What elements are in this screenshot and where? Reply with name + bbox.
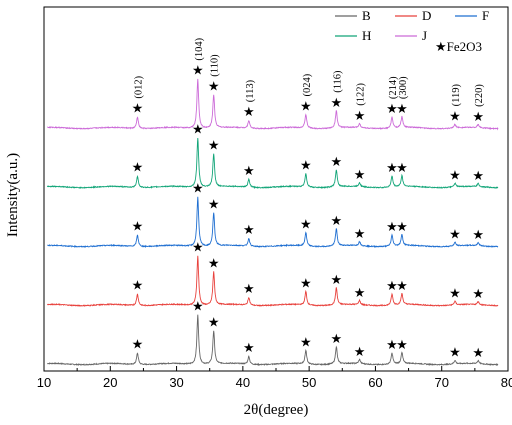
legend-label-B: B — [362, 8, 371, 23]
series-line-H — [46, 137, 499, 190]
fe2o3-star-icon: ★ — [449, 286, 461, 301]
series-line-J — [47, 78, 499, 131]
x-tick-label: 70 — [434, 375, 448, 390]
fe2o3-star-icon: ★ — [472, 287, 484, 302]
x-tick-label: 80 — [501, 375, 512, 390]
fe2o3-star-icon: ★ — [300, 335, 312, 350]
fe2o3-star-icon: ★ — [192, 241, 204, 256]
fe2o3-star-icon: ★ — [449, 227, 461, 242]
fe2o3-star-icon: ★ — [330, 214, 342, 229]
y-axis-title: Intensity(a.u.) — [5, 153, 21, 237]
fe2o3-star-icon: ★ — [300, 217, 312, 232]
fe2o3-star-icon: ★ — [386, 220, 398, 235]
plot-frame — [43, 6, 509, 372]
fe2o3-star-icon: ★ — [192, 64, 204, 79]
fe2o3-star-icon: ★ — [396, 220, 408, 235]
fe2o3-star-icon: ★ — [300, 99, 312, 114]
x-tick-label: 50 — [302, 375, 316, 390]
fe2o3-star-icon: ★ — [396, 161, 408, 176]
legend-label-H: H — [362, 28, 371, 43]
fe2o3-star-icon: ★ — [330, 273, 342, 288]
series-layer — [46, 78, 499, 367]
fe2o3-star-icon: ★ — [132, 220, 144, 235]
fe2o3-star-icon: ★ — [396, 338, 408, 353]
fe2o3-star-icon: ★ — [396, 279, 408, 294]
hkl-label: (110) — [210, 54, 221, 77]
fe2o3-star-icon: ★ — [396, 102, 408, 117]
fe2o3-star-icon: ★ — [330, 332, 342, 347]
hkl-label: (024) — [302, 73, 313, 96]
fe2o3-star-icon: ★ — [208, 198, 220, 213]
x-axis-title: 2θ(degree) — [244, 402, 309, 418]
x-tick-label: 10 — [37, 375, 51, 390]
x-tick-label: 20 — [103, 375, 117, 390]
fe2o3-star-icon: ★ — [300, 158, 312, 173]
fe2o3-star-icon: ★ — [354, 109, 366, 124]
fe2o3-star-icon: ★ — [449, 345, 461, 360]
hkl-label: (119) — [451, 84, 462, 107]
fe2o3-star-icon: ★ — [472, 169, 484, 184]
fe2o3-star-icon: ★ — [386, 338, 398, 353]
fe2o3-star-icon: ★ — [472, 346, 484, 361]
fe2o3-star-icon: ★ — [449, 168, 461, 183]
fe2o3-star-icon: ★ — [208, 139, 220, 154]
hkl-label: (220) — [474, 84, 485, 107]
legend-label-J: J — [422, 28, 427, 43]
fe2o3-star-icon: ★ — [208, 257, 220, 272]
hkl-label: (012) — [134, 75, 145, 98]
fe2o3-star-icon: ★ — [132, 161, 144, 176]
hkl-label: (104) — [194, 37, 205, 60]
hkl-label: (116) — [332, 70, 343, 93]
x-axis: 10 20 30 40 50 60 70 80 — [37, 366, 512, 390]
legend-star-icon: ★ — [435, 40, 447, 55]
fe2o3-star-icon: ★ — [354, 345, 366, 360]
fe2o3-star-icon: ★ — [132, 102, 144, 117]
plot-area: ★★★★ ★ ★★ ★★ ★ ★★★★★ ★ ★★ ★★ ★ ★★★★★ ★ ★★ ★★ ★ ★★★★★ ★ ★★… — [43, 6, 509, 372]
hkl-label: (122) — [356, 83, 367, 106]
x-tick-label: 30 — [169, 375, 183, 390]
fe2o3-star-icon: ★ — [132, 338, 144, 353]
fe2o3-star-icon: ★ — [472, 228, 484, 243]
fe2o3-star-icon: ★ — [386, 279, 398, 294]
fe2o3-star-icon: ★ — [354, 168, 366, 183]
legend-label-F: F — [482, 8, 489, 23]
fe2o3-star-icon: ★ — [132, 279, 144, 294]
fe2o3-star-icon: ★ — [300, 276, 312, 291]
fe2o3-star-icon: ★ — [243, 164, 255, 179]
series-line-D — [46, 255, 499, 308]
fe2o3-star-icon: ★ — [192, 182, 204, 197]
x-tick-label: 40 — [236, 375, 250, 390]
hkl-labels: (012) (104) (110) (113) (024) (116) (122) (214)… — [134, 37, 486, 107]
fe2o3-star-icon: ★ — [386, 161, 398, 176]
fe2o3-star-icon: ★ — [243, 282, 255, 297]
fe2o3-star-icon: ★ — [243, 341, 255, 356]
fe2o3-star-icon: ★ — [330, 155, 342, 170]
legend: B D F H J ★Fe2O3 — [335, 8, 489, 55]
fe2o3-star-icon: ★ — [243, 223, 255, 238]
fe2o3-star-icon: ★ — [354, 227, 366, 242]
peak-markers: ★★★★ ★ ★★ ★★ ★ ★★★★★ ★ ★★ ★★ ★ ★★★★★ ★ ★★ ★★ ★ ★★★★★ ★ ★★… — [132, 64, 484, 361]
series-line-F — [47, 196, 499, 249]
hkl-label: (214) — [388, 76, 399, 99]
legend-fe2o3-label: Fe2O3 — [447, 39, 482, 54]
fe2o3-star-icon: ★ — [192, 123, 204, 138]
fe2o3-star-icon: ★ — [449, 109, 461, 124]
series-line-B — [47, 314, 499, 367]
fe2o3-star-icon: ★ — [472, 110, 484, 125]
fe2o3-star-icon: ★ — [208, 316, 220, 331]
hkl-label: (113) — [245, 79, 256, 102]
fe2o3-star-icon: ★ — [192, 300, 204, 315]
hkl-label: (300) — [398, 76, 409, 99]
fe2o3-star-icon: ★ — [208, 80, 220, 95]
x-tick-label: 60 — [368, 375, 382, 390]
legend-fe2o3: ★Fe2O3 — [435, 39, 482, 55]
fe2o3-star-icon: ★ — [243, 105, 255, 120]
legend-label-D: D — [422, 8, 431, 23]
fe2o3-star-icon: ★ — [354, 286, 366, 301]
fe2o3-star-icon: ★ — [386, 102, 398, 117]
fe2o3-star-icon: ★ — [330, 96, 342, 111]
